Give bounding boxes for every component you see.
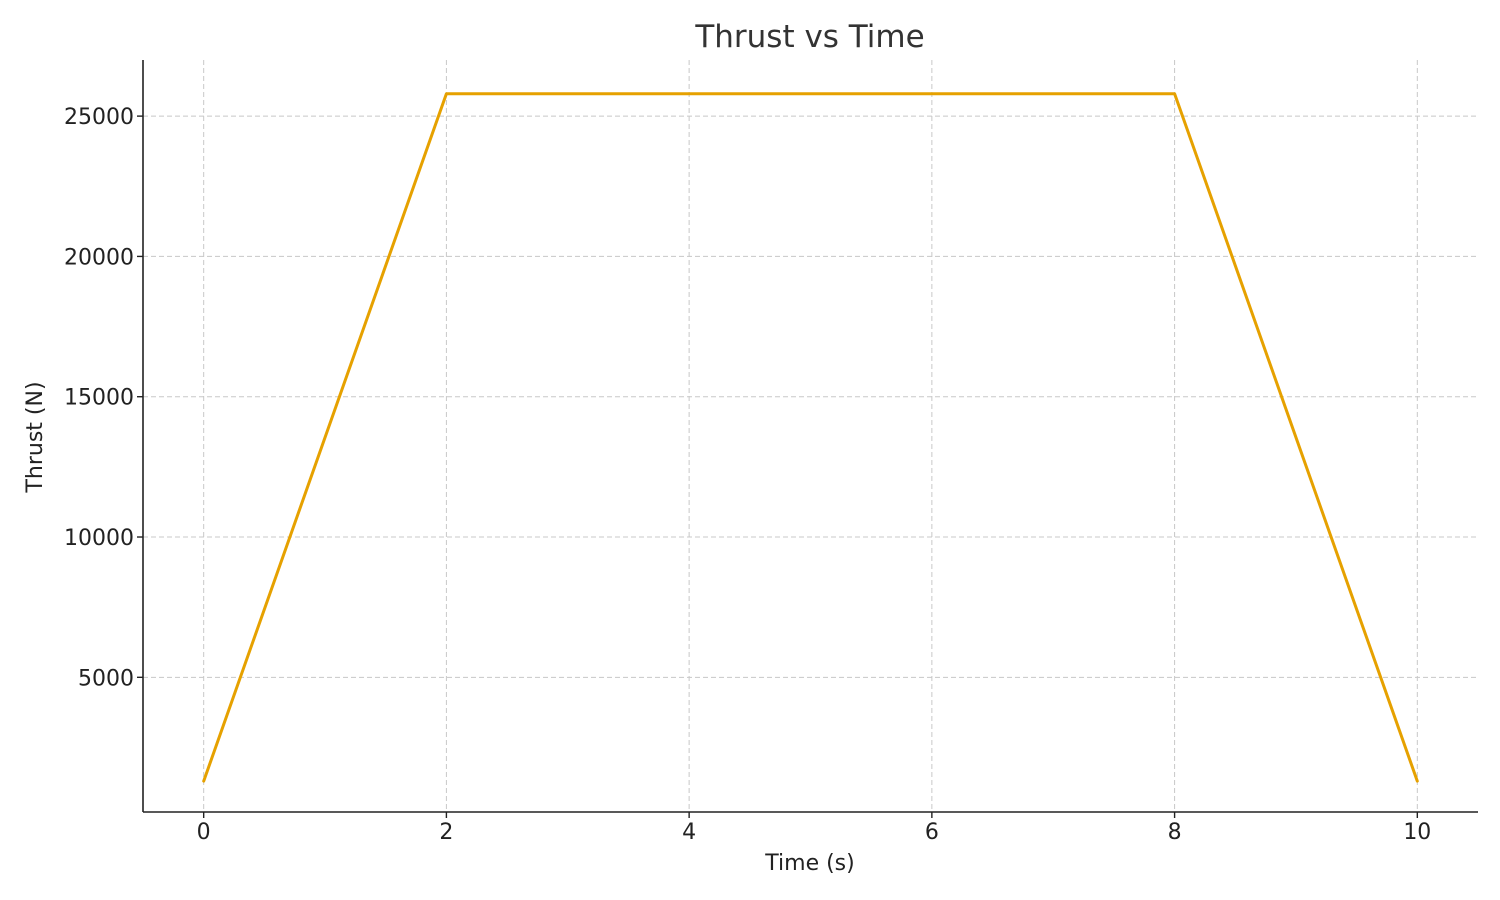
- x-tick-label: 4: [682, 820, 696, 845]
- y-axis-label: Thrust (N): [23, 381, 48, 493]
- chart-title: Thrust vs Time: [694, 19, 924, 55]
- grid: [143, 60, 1478, 812]
- thrust-series-line: [202, 92, 1419, 783]
- x-tick-label: 10: [1403, 820, 1431, 845]
- ticks: 0 2 4 6 8 10 5000 10000 15000 20000 25000: [64, 105, 1431, 845]
- axes: [142, 60, 1478, 813]
- x-tick-label: 6: [925, 820, 939, 845]
- y-tick-label: 15000: [64, 386, 134, 411]
- y-tick-label: 20000: [64, 245, 134, 270]
- y-tick-label: 5000: [78, 666, 134, 691]
- x-tick-label: 0: [197, 820, 211, 845]
- y-tick-label: 10000: [64, 526, 134, 551]
- series: [202, 92, 1419, 783]
- x-tick-label: 2: [439, 820, 453, 845]
- x-tick-label: 8: [1168, 820, 1182, 845]
- x-axis-label: Time (s): [764, 851, 854, 876]
- y-tick-label: 25000: [64, 105, 134, 130]
